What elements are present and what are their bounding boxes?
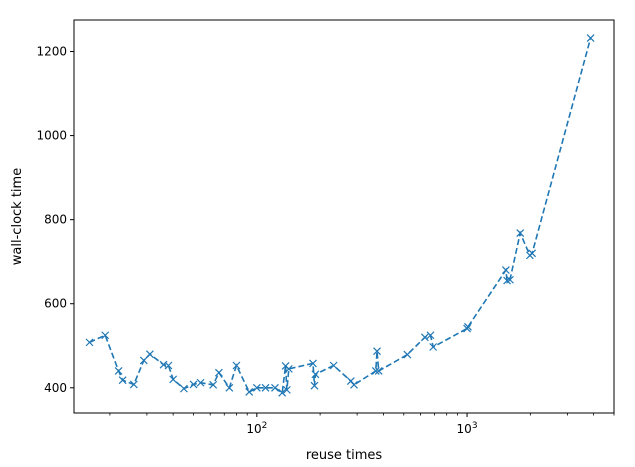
x-axis: 102 103 — [246, 413, 478, 436]
y-tick-label: 800 — [44, 213, 67, 227]
axes-frame — [73, 19, 615, 414]
data-point-marker — [586, 34, 595, 42]
data-point-marker — [245, 388, 254, 396]
data-point-marker — [373, 347, 381, 356]
data-point-marker — [261, 383, 270, 392]
data-point-marker — [516, 229, 525, 238]
data-point-marker — [232, 361, 241, 370]
data-point-marker — [403, 350, 412, 359]
data-point-marker — [129, 380, 138, 389]
data-point-marker — [169, 375, 178, 384]
plot-area — [85, 34, 595, 397]
x-tick-label: 103 — [457, 421, 478, 436]
data-point-marker — [252, 383, 261, 392]
data-point-marker — [374, 367, 383, 375]
data-point-marker — [506, 275, 514, 284]
data-point-marker — [284, 364, 293, 373]
data-point-marker — [528, 249, 537, 258]
data-point-marker — [350, 380, 358, 389]
data-point-marker — [179, 384, 188, 393]
data-point-marker — [118, 376, 127, 385]
data-point-marker — [501, 266, 510, 275]
y-tick-label: 1200 — [36, 45, 67, 59]
data-point-marker — [225, 383, 234, 392]
data-point-marker — [189, 380, 198, 389]
data-point-marker — [311, 370, 320, 379]
data-point-marker — [214, 368, 223, 377]
data-point-marker — [309, 359, 317, 368]
data-point-marker — [209, 380, 218, 389]
data-point-marker — [310, 381, 319, 390]
data-point-marker — [426, 331, 435, 340]
data-point-marker — [329, 361, 338, 370]
data-point-marker — [164, 361, 173, 370]
data-point-marker — [282, 385, 291, 394]
data-point-marker — [278, 388, 287, 397]
data-point-marker — [139, 356, 148, 365]
data-point-marker — [429, 343, 438, 351]
series-line — [89, 37, 592, 395]
data-point-marker — [101, 331, 110, 340]
y-tick-label: 600 — [44, 297, 67, 311]
x-tick-label: 102 — [246, 421, 267, 436]
data-point-marker — [271, 383, 279, 392]
data-point-marker — [196, 378, 205, 387]
y-axis: 400 600 800 1000 1200 — [36, 45, 74, 395]
data-point-marker — [464, 322, 472, 331]
data-point-marker — [503, 276, 511, 285]
data-point-marker — [371, 367, 380, 375]
data-point-marker — [85, 338, 94, 347]
data-point-marker — [114, 367, 123, 375]
y-tick-label: 1000 — [36, 129, 67, 143]
y-tick-label: 400 — [44, 381, 67, 395]
y-axis-label: wall-clock time — [10, 168, 25, 265]
x-axis-label: reuse times — [306, 448, 383, 463]
data-point-marker — [145, 350, 154, 359]
data-point-marker — [420, 333, 429, 342]
x-axis-minor-ticks — [109, 413, 615, 416]
